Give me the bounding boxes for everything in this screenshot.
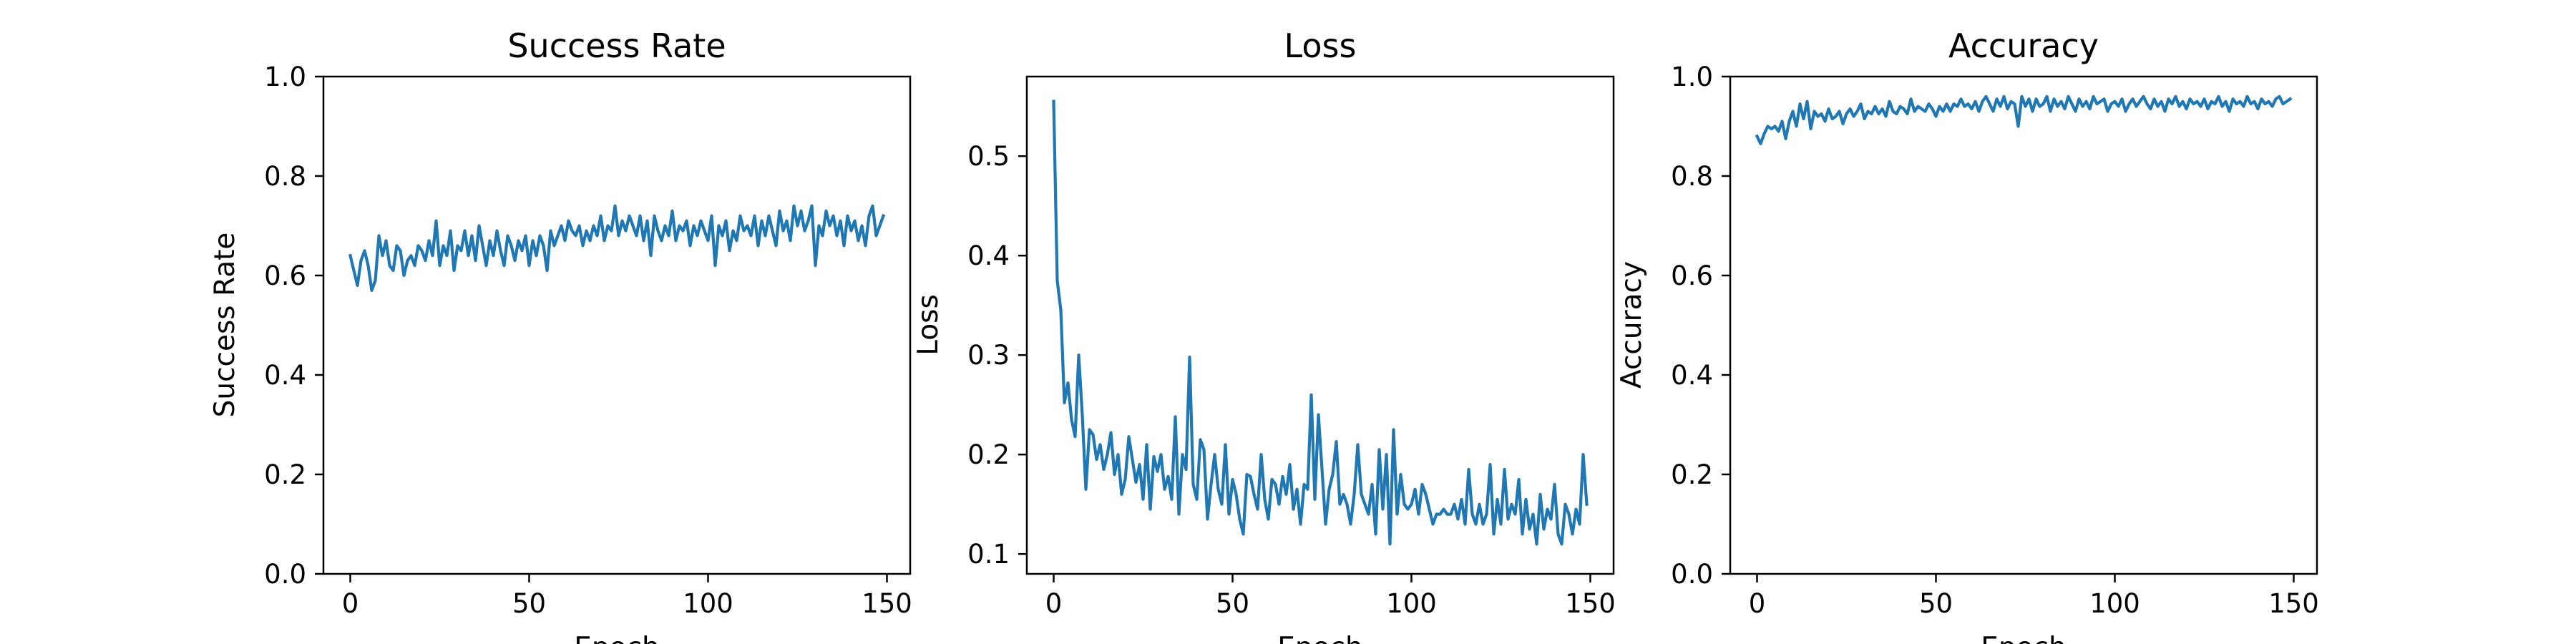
y-tick-label: 0.0 bbox=[264, 559, 306, 590]
x-tick-label: 50 bbox=[1919, 588, 1953, 619]
panel-accuracy: Accuracy Accuracy Epoch 0501001500.00.20… bbox=[1616, 26, 2319, 644]
y-axis-label: Success Rate bbox=[209, 233, 241, 418]
x-axis-label: Epoch bbox=[1277, 632, 1362, 644]
y-tick-label: 0.8 bbox=[264, 161, 306, 192]
x-tick-label: 0 bbox=[342, 588, 359, 619]
plot-frame bbox=[1729, 75, 2318, 575]
x-tick-label: 150 bbox=[2268, 588, 2319, 619]
y-tick-label: 0.1 bbox=[967, 539, 1010, 570]
chart-title: Accuracy bbox=[1948, 26, 2099, 65]
y-tick-label: 0.8 bbox=[1671, 161, 1713, 192]
y-tick-label: 1.0 bbox=[264, 62, 306, 92]
ticks: 0 50 100 150 0.0 0.2 0.4 0.6 0.8 1.0 bbox=[1671, 62, 2319, 619]
y-tick-label: 0.4 bbox=[264, 360, 306, 391]
y-tick-label: 0.3 bbox=[967, 340, 1010, 371]
x-tick-label: 100 bbox=[683, 588, 733, 619]
x-tick-label: 0 bbox=[1749, 588, 1766, 619]
ticks: 0 50 100 150 0.1 0.2 0.3 0.4 0.5 bbox=[967, 141, 1616, 619]
x-axis-label: Epoch bbox=[574, 632, 659, 644]
y-tick-label: 0.2 bbox=[1671, 459, 1713, 490]
x-tick-label: 50 bbox=[1216, 588, 1249, 619]
series-line bbox=[1755, 94, 2293, 145]
x-tick-label: 150 bbox=[1565, 588, 1616, 619]
x-axis-label: Epoch bbox=[1981, 632, 2066, 644]
y-tick-label: 1.0 bbox=[1671, 62, 1713, 92]
x-tick-label: 0 bbox=[1045, 588, 1063, 619]
chart-title: Success Rate bbox=[507, 26, 726, 65]
chart-title: Loss bbox=[1284, 26, 1357, 65]
y-tick-label: 0.4 bbox=[967, 240, 1010, 271]
y-axis-label: Accuracy bbox=[1616, 261, 1648, 389]
y-tick-label: 0.6 bbox=[1671, 260, 1713, 291]
y-tick-label: 0.0 bbox=[1671, 559, 1713, 590]
y-axis-label: Loss bbox=[912, 294, 945, 356]
y-tick-label: 0.5 bbox=[967, 141, 1010, 172]
x-tick-label: 150 bbox=[862, 588, 912, 619]
plot-frame bbox=[322, 75, 912, 575]
x-tick-label: 50 bbox=[512, 588, 546, 619]
ticks: 0 50 100 150 0.0 0.2 0.4 0.6 0.8 1.0 bbox=[264, 62, 912, 619]
panel-loss: Loss Loss Epoch 0 50 100 150 0.1 0.2 0.3 0.4 0.5 bbox=[912, 26, 1616, 644]
panel-success-rate: Success Rate Success Rate Epoch 0 50 100 15… bbox=[209, 26, 912, 644]
y-tick-label: 0.2 bbox=[967, 439, 1010, 470]
x-tick-label: 100 bbox=[1386, 588, 1437, 619]
series-line bbox=[348, 204, 886, 292]
plot-frame bbox=[1025, 75, 1615, 575]
series-line bbox=[1052, 99, 1589, 546]
y-tick-label: 0.4 bbox=[1671, 360, 1713, 391]
y-tick-label: 0.6 bbox=[264, 260, 306, 291]
y-tick-label: 0.2 bbox=[264, 459, 306, 490]
x-tick-label: 100 bbox=[2089, 588, 2140, 619]
